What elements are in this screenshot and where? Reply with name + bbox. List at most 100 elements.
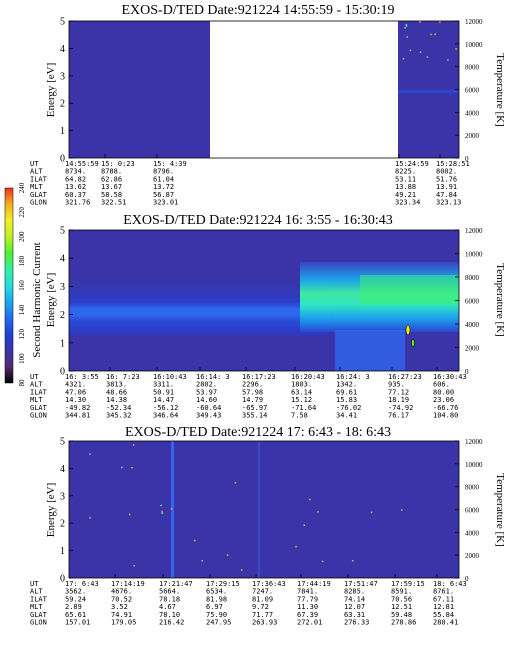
noise-speck	[161, 510, 163, 513]
orbit-value: 13.91	[436, 183, 457, 191]
orbit-value: 15: 0:23	[101, 160, 135, 168]
noise-speck	[447, 59, 449, 61]
orbit-value: 53.11	[395, 175, 416, 183]
orbit-value: 48.66	[106, 388, 127, 396]
orbit-value: 935.	[388, 381, 405, 389]
orbit-value: 11.30	[297, 603, 318, 611]
orbit-value: 70.56	[391, 595, 412, 603]
noise-speck	[303, 524, 305, 526]
colorbar-tick: 220	[18, 207, 26, 218]
noise-speck	[430, 33, 432, 36]
orbit-value: 17:51:47	[344, 580, 378, 588]
orbit-value: 9.72	[252, 603, 269, 611]
panel3	[68, 440, 460, 579]
orbit-value: 2802.	[196, 381, 217, 389]
orbit-value: 4.67	[159, 603, 176, 611]
orbit-value: 18: 6:43	[433, 580, 467, 588]
orbit-value: 80.00	[433, 388, 454, 396]
orbit-value: 58.58	[101, 191, 122, 199]
y2tick-label: 6000	[465, 87, 480, 95]
orbit-value: 81.09	[252, 595, 273, 603]
y2tick-label: 12000	[465, 18, 483, 26]
orbit-value: 247.95	[206, 619, 231, 627]
noise-speck	[370, 511, 373, 514]
orbit-row-label: GLAT	[30, 611, 48, 619]
noise-speck	[434, 33, 436, 35]
ytick-label: 2	[60, 519, 65, 530]
orbit-value: -49.82	[65, 404, 90, 412]
orbit-value: 2296.	[242, 381, 263, 389]
orbit-value: 63.14	[291, 388, 312, 396]
panel2	[68, 229, 460, 372]
orbit-value: 77.79	[297, 595, 318, 603]
orbit-value: 5664.	[159, 588, 180, 596]
y2tick-label: 2000	[465, 552, 480, 560]
orbit-value: 69.61	[336, 388, 357, 396]
orbit-value: 61.04	[153, 175, 174, 183]
orbit-row-label: GLON	[30, 412, 47, 420]
orbit-row-label: MLT	[30, 603, 43, 611]
orbit-row-label: ILAT	[30, 388, 48, 396]
orbit-value: 53.97	[196, 388, 217, 396]
panel3-title: EXOS-D/TED Date:921224 17: 6:43 - 18: 6:…	[125, 425, 391, 440]
ytick-label: 5	[60, 226, 65, 237]
orbit-value: 323.13	[436, 199, 461, 207]
noise-speck	[89, 453, 91, 455]
orbit-row-label: GLAT	[30, 191, 48, 199]
orbit-row-label: ALT	[30, 381, 43, 389]
orbit-value: 8761.	[433, 588, 454, 596]
panel3-y2label: Temperature [K]	[494, 473, 505, 546]
noise-speck	[160, 504, 162, 507]
noise-speck	[131, 467, 133, 469]
orbit-value: 67.39	[297, 611, 318, 619]
orbit-value: 13.67	[101, 183, 122, 191]
noise-speck	[194, 539, 196, 542]
orbit-value: 3.52	[111, 603, 128, 611]
orbit-value: 14.79	[242, 396, 263, 404]
orbit-value: 606.	[433, 381, 450, 389]
noise-speck	[404, 27, 406, 29]
orbit-value: 17:36:43	[252, 580, 286, 588]
orbit-value: 63.31	[344, 611, 365, 619]
noise-speck	[234, 482, 237, 484]
orbit-value: 12.07	[344, 603, 365, 611]
orbit-value: 216.42	[159, 619, 184, 627]
y2tick-label: 12000	[465, 438, 483, 446]
orbit-value: -66.76	[433, 404, 458, 412]
orbit-value: 16:30:43	[433, 373, 467, 381]
noise-speck	[309, 498, 311, 501]
y2tick-label: 8000	[465, 274, 480, 282]
orbit-value: 16:24: 3	[336, 373, 370, 381]
orbit-row-label: UT	[30, 580, 39, 588]
ytick-label: 2	[60, 99, 65, 110]
orbit-value: 16:10:43	[153, 373, 187, 381]
panel1-warm-band	[398, 78, 459, 106]
orbit-value: -56.12	[153, 404, 178, 412]
ytick-label: 2	[60, 310, 65, 321]
orbit-value: 321.76	[65, 199, 90, 207]
noise-speck	[419, 51, 422, 53]
orbit-value: 64.82	[65, 175, 86, 183]
orbit-value: 17: 6:43	[65, 580, 99, 588]
orbit-value: 17:29:15	[206, 580, 240, 588]
noise-speck	[321, 560, 324, 563]
orbit-row-label: MLT	[30, 396, 43, 404]
orbit-value: 8734.	[65, 168, 86, 176]
ytick-label: 1	[60, 126, 65, 137]
orbit-value: 345.32	[106, 412, 131, 420]
noise-speck	[402, 57, 405, 60]
orbit-value: 17:14:19	[111, 580, 145, 588]
orbit-value: 4321.	[65, 381, 86, 389]
noise-speck	[121, 466, 123, 469]
orbit-value: 323.34	[395, 199, 420, 207]
noise-speck	[405, 25, 408, 27]
orbit-value: 75.90	[206, 611, 227, 619]
orbit-value: 47.84	[436, 191, 457, 199]
orbit-value: -60.64	[196, 404, 221, 412]
panel1-data-left	[69, 21, 210, 158]
orbit-value: 8285.	[344, 588, 365, 596]
noise-speck	[406, 36, 408, 38]
noise-speck	[317, 511, 319, 513]
orbit-value: 65.61	[65, 611, 86, 619]
noise-speck	[201, 560, 203, 562]
